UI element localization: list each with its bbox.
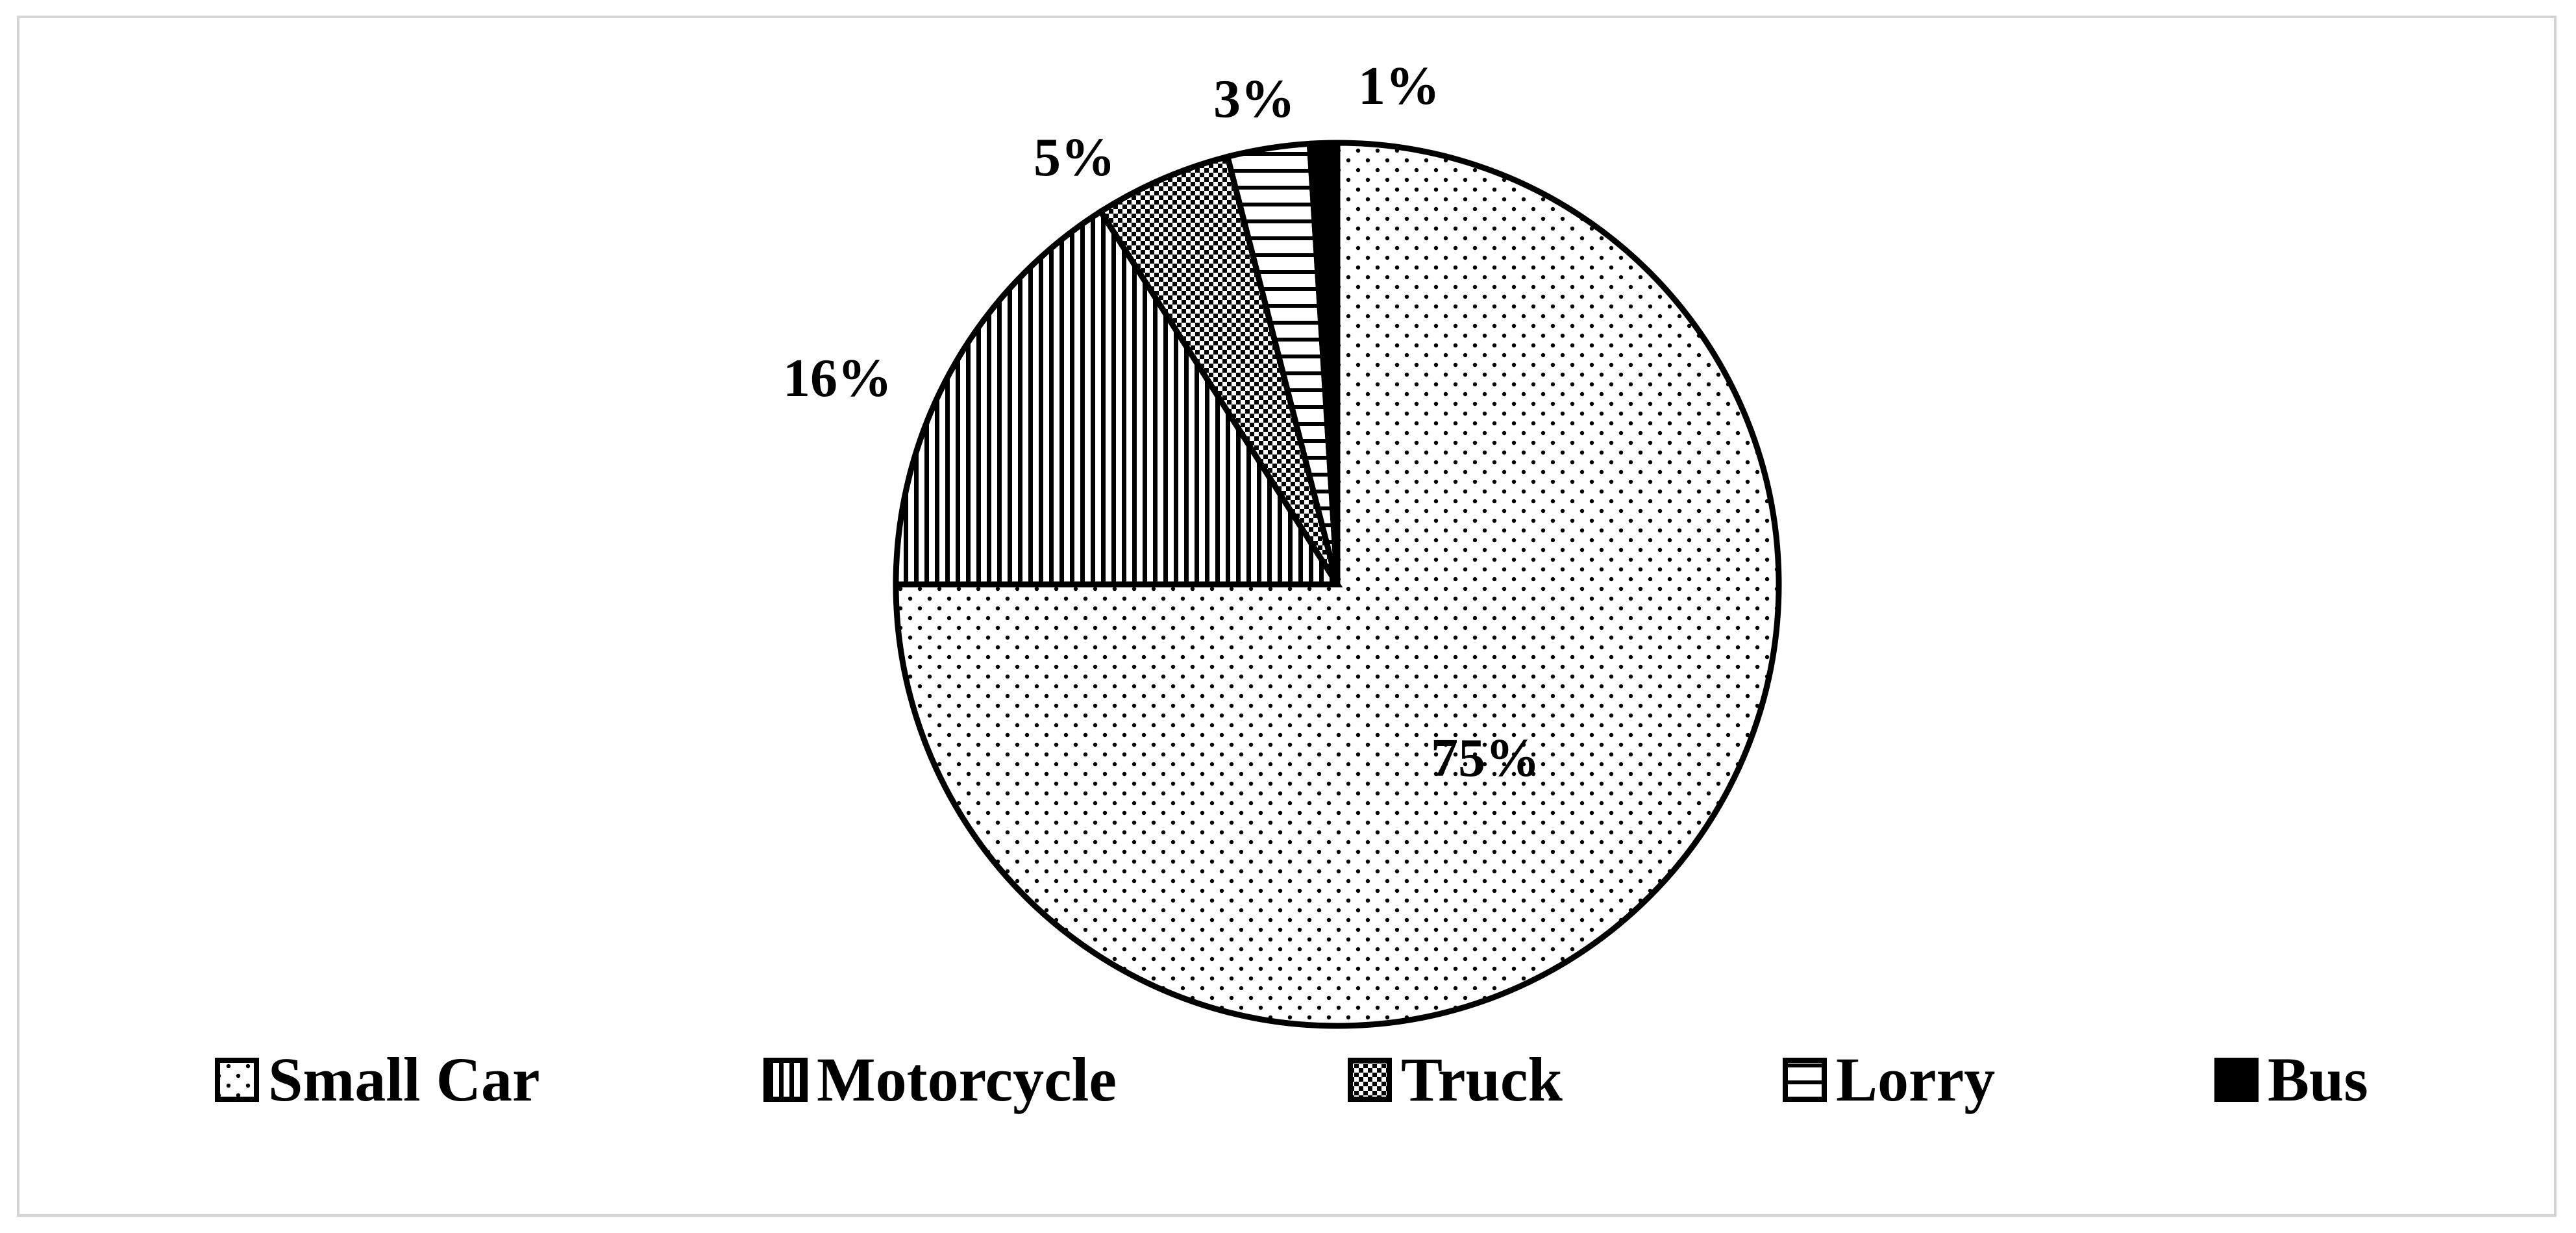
legend-label-small-car: Small Car bbox=[268, 1045, 540, 1114]
data-label-bus: 1% bbox=[1358, 56, 1440, 116]
legend-item-motorcycle: Motorcycle bbox=[763, 1045, 1117, 1114]
legend-swatch-lorry bbox=[1783, 1058, 1827, 1102]
legend-swatch-small-car bbox=[215, 1058, 259, 1102]
data-label-motorcycle: 16% bbox=[783, 348, 892, 408]
pie-slices bbox=[893, 140, 1782, 1029]
legend-label-bus: Bus bbox=[2268, 1045, 2368, 1114]
pie-slice-bus bbox=[1306, 140, 1341, 585]
data-label-lorry: 3% bbox=[1213, 69, 1295, 129]
pie-slice-truck bbox=[1096, 153, 1341, 586]
legend-item-bus: Bus bbox=[2214, 1045, 2368, 1114]
legend-item-lorry: Lorry bbox=[1783, 1045, 1995, 1114]
pie-slice-small-car bbox=[893, 140, 1782, 1029]
legend-label-truck: Truck bbox=[1401, 1045, 1563, 1114]
legend-swatch-motorcycle bbox=[763, 1058, 808, 1102]
legend-label-lorry: Lorry bbox=[1836, 1045, 1995, 1114]
legend-item-small-car: Small Car bbox=[215, 1045, 540, 1114]
data-label-small-car: 75% bbox=[1431, 728, 1540, 788]
pie-slice-motorcycle bbox=[893, 207, 1343, 588]
legend-swatch-bus bbox=[2214, 1058, 2259, 1102]
legend: Small Car Motorcycle Truck Lorry Bus bbox=[215, 1045, 2368, 1114]
legend-swatch-truck bbox=[1348, 1058, 1392, 1102]
legend-item-truck: Truck bbox=[1348, 1045, 1563, 1114]
pie-data-labels: 75% 16% 5% 3% 1% bbox=[783, 56, 1540, 788]
data-label-truck: 5% bbox=[1034, 127, 1115, 188]
legend-label-motorcycle: Motorcycle bbox=[817, 1045, 1117, 1114]
